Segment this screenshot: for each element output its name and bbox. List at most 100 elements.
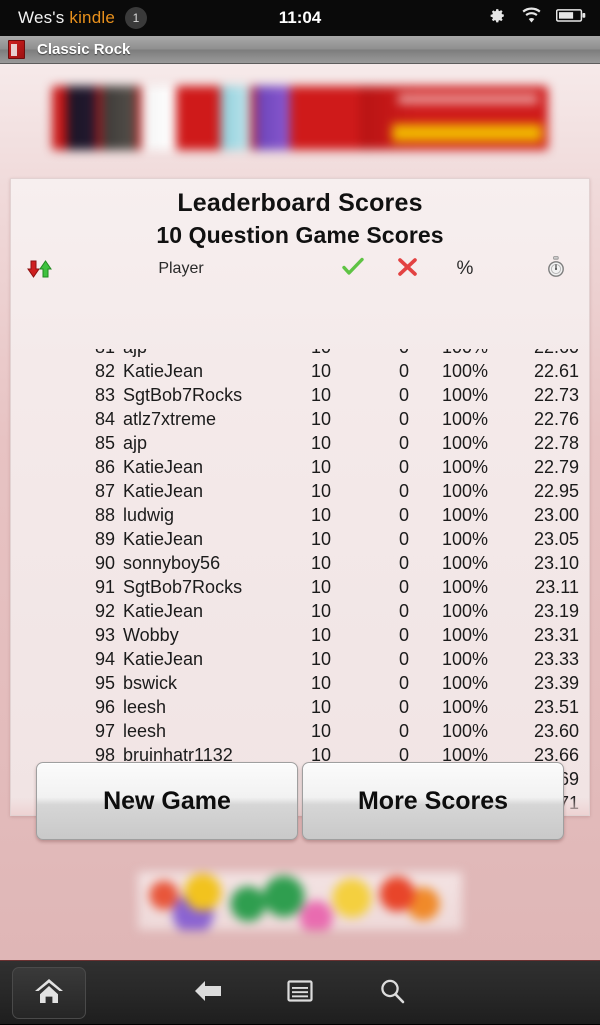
row-time: 23.00	[533, 505, 579, 525]
owner-brand: kindle	[69, 8, 115, 27]
bottom-ad-banner[interactable]	[138, 872, 462, 930]
new-game-button[interactable]: New Game	[36, 762, 298, 840]
row-time: 23.33	[533, 649, 579, 669]
row-rank: 97	[94, 721, 115, 741]
back-button[interactable]	[186, 971, 230, 1015]
search-button[interactable]	[370, 971, 414, 1015]
row-wrong: 0	[398, 529, 409, 549]
table-row[interactable]: 90 sonnyboy56 10 0 100% 23.10	[11, 553, 589, 577]
row-rank: 86	[94, 457, 115, 477]
table-row[interactable]: 86 KatieJean 10 0 100% 22.79	[11, 457, 589, 481]
menu-icon	[286, 978, 314, 1009]
table-row[interactable]: 88 ludwig 10 0 100% 23.00	[11, 505, 589, 529]
row-correct: 10	[310, 529, 332, 549]
gear-icon[interactable]	[488, 6, 507, 30]
row-player: KatieJean	[123, 529, 204, 549]
row-correct: 10	[310, 721, 332, 741]
row-rank: 88	[94, 505, 115, 525]
row-player: ajp	[123, 349, 147, 358]
table-row[interactable]: 87 KatieJean 10 0 100% 22.95	[11, 481, 589, 505]
table-row[interactable]: 96 leesh 10 0 100% 23.51	[11, 697, 589, 721]
table-row[interactable]: 82 KatieJean 10 0 100% 22.61	[11, 361, 589, 385]
top-ad-banner[interactable]	[52, 86, 548, 150]
table-row[interactable]: 83 SgtBob7Rocks 10 0 100% 22.73	[11, 385, 589, 409]
row-rank: 96	[94, 697, 115, 717]
app-title: Classic Rock	[37, 41, 131, 58]
row-rank: 95	[94, 673, 115, 693]
row-rank: 87	[94, 481, 115, 501]
row-rank: 93	[94, 625, 115, 645]
table-row[interactable]: 85 ajp 10 0 100% 22.78	[11, 433, 589, 457]
row-percent: 100%	[441, 745, 489, 765]
row-wrong: 0	[398, 721, 409, 741]
row-percent: 100%	[441, 577, 489, 597]
table-row[interactable]: 95 bswick 10 0 100% 23.39	[11, 673, 589, 697]
row-correct: 10	[310, 505, 332, 525]
sort-toggle[interactable]	[25, 255, 55, 283]
table-row[interactable]: 89 KatieJean 10 0 100% 23.05	[11, 529, 589, 553]
row-percent: 100%	[441, 361, 489, 381]
row-percent: 100%	[441, 409, 489, 429]
more-scores-button[interactable]: More Scores	[302, 762, 564, 840]
page-title: Leaderboard Scores	[177, 189, 423, 217]
home-button[interactable]	[12, 967, 86, 1019]
table-row[interactable]: 98 bruinhatr1132 10 0 100% 23.66	[11, 745, 589, 769]
row-wrong: 0	[398, 457, 409, 477]
stopwatch-icon	[546, 255, 566, 283]
row-wrong: 0	[398, 697, 409, 717]
row-wrong: 0	[398, 505, 409, 525]
row-time: 23.05	[533, 529, 579, 549]
row-player: KatieJean	[123, 361, 204, 381]
table-row[interactable]: 97 leesh 10 0 100% 23.60	[11, 721, 589, 745]
row-player: Wobby	[123, 625, 179, 645]
notification-count-badge[interactable]: 1	[125, 7, 147, 29]
row-percent: 100%	[441, 673, 489, 693]
row-correct: 10	[310, 673, 332, 693]
row-wrong: 0	[398, 481, 409, 501]
row-player: KatieJean	[123, 601, 204, 621]
row-player: SgtBob7Rocks	[123, 577, 243, 597]
row-rank: 81	[11, 349, 115, 358]
row-time: 23.31	[533, 625, 579, 645]
menu-button[interactable]	[278, 971, 322, 1015]
table-row[interactable]: 84 atlz7xtreme 10 0 100% 22.76	[11, 409, 589, 433]
row-percent: 100%	[441, 721, 489, 741]
row-player: KatieJean	[123, 457, 204, 477]
column-header-row: Player %	[11, 255, 589, 283]
row-rank: 98	[94, 745, 115, 765]
table-row[interactable]: 94 KatieJean 10 0 100% 23.33	[11, 649, 589, 673]
row-correct: 10	[310, 433, 332, 453]
row-percent: 100%	[441, 505, 489, 525]
column-header-correct[interactable]	[331, 255, 375, 283]
row-time: 22.95	[533, 481, 579, 501]
row-correct: 10	[310, 385, 332, 405]
row-time: 23.19	[533, 601, 579, 621]
row-player: atlz7xtreme	[123, 409, 217, 429]
row-player: leesh	[123, 697, 167, 717]
column-header-time[interactable]	[533, 255, 579, 283]
column-header-wrong[interactable]	[385, 255, 429, 283]
row-correct: 10	[310, 577, 332, 597]
row-correct: 10	[310, 457, 332, 477]
row-rank: 85	[94, 433, 115, 453]
row-rank: 82	[94, 361, 115, 381]
row-time: 23.39	[533, 673, 579, 693]
table-row[interactable]: 93 Wobby 10 0 100% 23.31	[11, 625, 589, 649]
row-percent: 100%	[441, 601, 489, 621]
home-icon	[33, 976, 65, 1011]
row-time: 22.60	[519, 349, 579, 358]
row-time: 22.61	[533, 361, 579, 381]
table-row[interactable]: 81 ajp 10 0 100% 22.60	[11, 349, 589, 361]
scores-list[interactable]: 81 ajp 10 0 100% 22.60 82 KatieJean 10 0 100% 22.61…	[11, 349, 589, 815]
row-correct: 10	[310, 553, 332, 573]
column-header-percent[interactable]: %	[456, 258, 474, 279]
row-wrong: 0	[398, 361, 409, 381]
row-time: 23.66	[533, 745, 579, 765]
row-wrong: 0	[398, 385, 409, 405]
table-row[interactable]: 91 SgtBob7Rocks 10 0 100% 23.11	[11, 577, 589, 601]
status-bar: Wes's kindle 1 11:04	[0, 0, 600, 36]
row-percent: 100%	[441, 649, 489, 669]
row-wrong: 0	[398, 553, 409, 573]
column-header-player[interactable]: Player	[158, 260, 204, 277]
table-row[interactable]: 92 KatieJean 10 0 100% 23.19	[11, 601, 589, 625]
